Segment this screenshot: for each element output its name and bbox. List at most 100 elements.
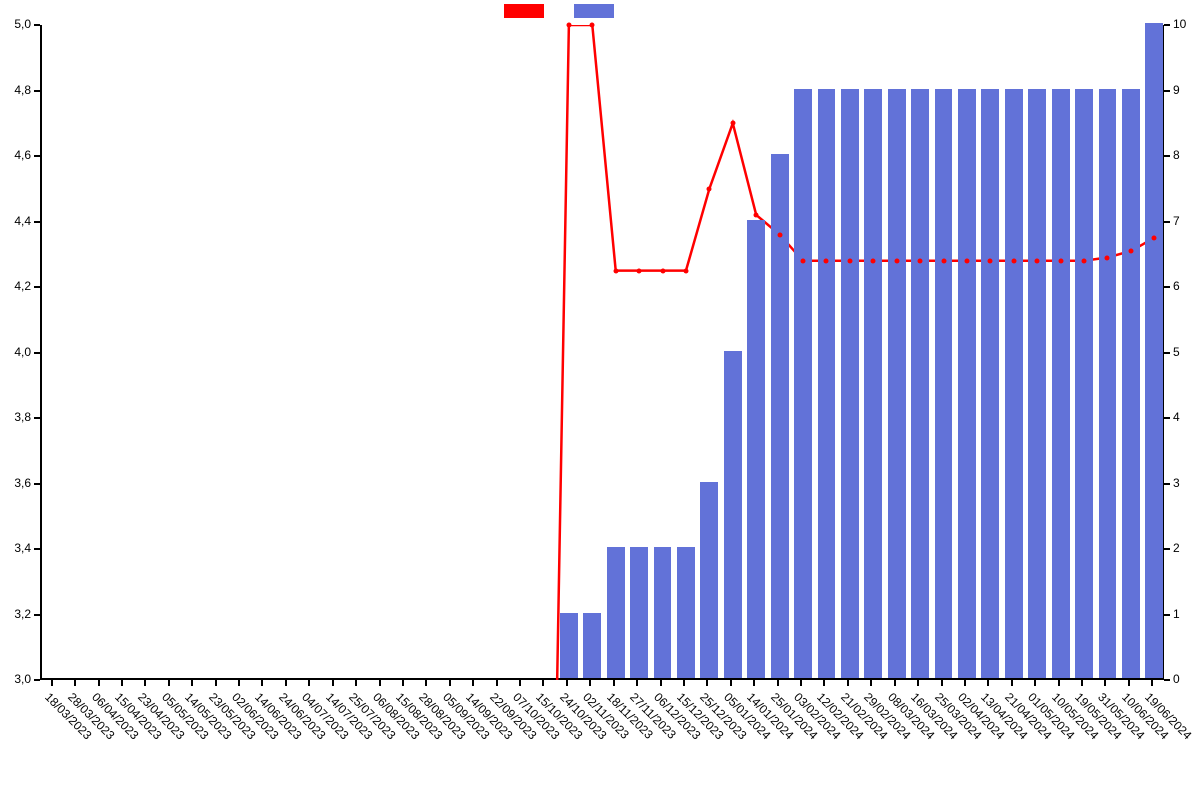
- y-right-tick-label: 10: [1173, 17, 1186, 31]
- bar: [794, 89, 812, 679]
- line-marker: [894, 258, 899, 263]
- x-tick-mark: [870, 680, 872, 686]
- line-marker: [660, 268, 665, 273]
- x-tick-mark: [308, 680, 310, 686]
- y-right-tick-mark: [1164, 548, 1170, 550]
- y-left-tick-mark: [34, 24, 40, 26]
- x-tick-mark: [285, 680, 287, 686]
- y-right-tick-label: 0: [1173, 672, 1180, 686]
- x-tick-mark: [238, 680, 240, 686]
- y-right-tick-mark: [1164, 352, 1170, 354]
- x-tick-mark: [823, 680, 825, 686]
- x-tick-mark: [542, 680, 544, 686]
- line-marker: [824, 258, 829, 263]
- x-tick-mark: [121, 680, 123, 686]
- x-tick-mark: [519, 680, 521, 686]
- y-left-tick-label: 4,0: [14, 345, 31, 359]
- y-left-tick-label: 3,0: [14, 672, 31, 686]
- x-tick-mark: [1151, 680, 1153, 686]
- y-right-tick-mark: [1164, 286, 1170, 288]
- bar: [935, 89, 953, 679]
- chart-legend: [504, 4, 614, 21]
- x-tick-mark: [683, 680, 685, 686]
- y-right-tick-mark: [1164, 679, 1170, 681]
- line-marker: [1128, 248, 1133, 253]
- line-marker: [1011, 258, 1016, 263]
- y-left-tick-mark: [34, 614, 40, 616]
- y-left-tick-mark: [34, 679, 40, 681]
- y-left-tick-mark: [34, 483, 40, 485]
- x-tick-mark: [1128, 680, 1130, 686]
- y-right-tick-label: 8: [1173, 148, 1180, 162]
- chart-root: 3,03,23,43,63,84,04,24,44,64,85,00123456…: [0, 0, 1200, 800]
- line-marker: [941, 258, 946, 263]
- y-right-tick-label: 3: [1173, 476, 1180, 490]
- y-left-tick-label: 4,2: [14, 279, 31, 293]
- bar: [818, 89, 836, 679]
- x-tick-mark: [496, 680, 498, 686]
- y-right-tick-label: 1: [1173, 607, 1180, 621]
- line-marker: [730, 121, 735, 126]
- bar: [560, 613, 578, 679]
- x-tick-mark: [800, 680, 802, 686]
- plot-area: [40, 25, 1164, 680]
- y-left-tick-label: 3,4: [14, 541, 31, 555]
- x-tick-mark: [1104, 680, 1106, 686]
- x-tick-mark: [191, 680, 193, 686]
- y-left-tick-label: 4,4: [14, 214, 31, 228]
- bar: [607, 547, 625, 678]
- x-tick-mark: [730, 680, 732, 686]
- y-left-tick-label: 3,8: [14, 410, 31, 424]
- line-marker: [777, 232, 782, 237]
- bar: [1075, 89, 1093, 679]
- line-marker: [871, 258, 876, 263]
- x-tick-mark: [1058, 680, 1060, 686]
- legend-swatch: [504, 4, 544, 18]
- x-tick-mark: [847, 680, 849, 686]
- line-marker: [1152, 235, 1157, 240]
- x-tick-mark: [1081, 680, 1083, 686]
- y-right-tick-label: 2: [1173, 541, 1180, 555]
- line-marker: [683, 268, 688, 273]
- y-right-tick-mark: [1164, 614, 1170, 616]
- y-left-tick-label: 4,6: [14, 148, 31, 162]
- y-left-tick-mark: [34, 286, 40, 288]
- y-right-tick-label: 4: [1173, 410, 1180, 424]
- x-tick-mark: [261, 680, 263, 686]
- x-tick-mark: [941, 680, 943, 686]
- y-left-tick-mark: [34, 352, 40, 354]
- y-right-tick-mark: [1164, 24, 1170, 26]
- x-tick-mark: [215, 680, 217, 686]
- y-right-tick-mark: [1164, 155, 1170, 157]
- x-tick-mark: [566, 680, 568, 686]
- line-marker: [637, 268, 642, 273]
- y-right-tick-mark: [1164, 90, 1170, 92]
- bar: [1052, 89, 1070, 679]
- y-left-tick-label: 3,2: [14, 607, 31, 621]
- bar: [654, 547, 672, 678]
- line-marker: [801, 258, 806, 263]
- line-marker: [754, 212, 759, 217]
- y-right-tick-label: 6: [1173, 279, 1180, 293]
- x-tick-mark: [777, 680, 779, 686]
- x-tick-mark: [332, 680, 334, 686]
- y-right-tick-label: 5: [1173, 345, 1180, 359]
- legend-item: [574, 4, 614, 21]
- x-tick-mark: [402, 680, 404, 686]
- bar: [747, 220, 765, 679]
- bar: [583, 613, 601, 679]
- x-tick-mark: [74, 680, 76, 686]
- x-tick-mark: [660, 680, 662, 686]
- y-left-tick-label: 4,8: [14, 83, 31, 97]
- x-tick-mark: [1011, 680, 1013, 686]
- bar: [677, 547, 695, 678]
- bar: [1145, 23, 1163, 678]
- x-tick-mark: [706, 680, 708, 686]
- y-right-tick-mark: [1164, 221, 1170, 223]
- y-left-tick-label: 3,6: [14, 476, 31, 490]
- bar: [1028, 89, 1046, 679]
- bar: [1122, 89, 1140, 679]
- line-marker: [1035, 258, 1040, 263]
- y-right-tick-mark: [1164, 483, 1170, 485]
- x-tick-mark: [379, 680, 381, 686]
